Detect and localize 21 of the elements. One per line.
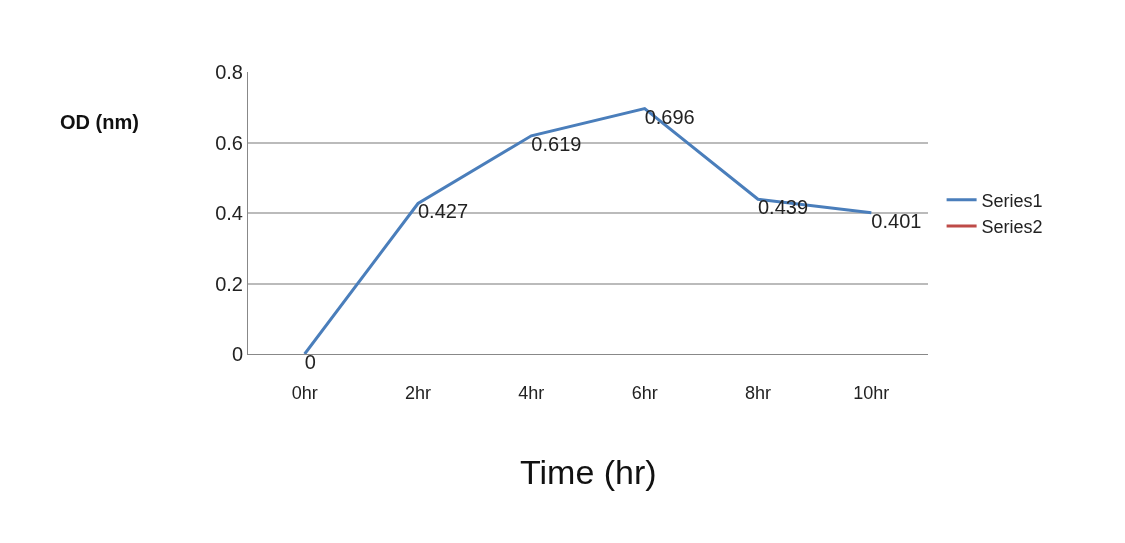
data-label: 0.401: [871, 209, 922, 232]
y-tick-label: 0: [231, 343, 243, 365]
y-axis-title: OD (nm): [60, 111, 139, 133]
y-tick-label: 0.2: [215, 272, 243, 295]
x-tick-label: 6hr: [631, 382, 658, 403]
data-label: 0.439: [758, 196, 809, 219]
y-tick-label: 0.4: [215, 202, 243, 224]
x-tick-label: 10hr: [853, 382, 890, 403]
x-tick-label: 8hr: [744, 382, 772, 403]
x-axis-title: Time (hr): [520, 453, 657, 491]
x-tick-label: 0hr: [291, 382, 318, 403]
x-tick-label: 2hr: [404, 382, 432, 403]
y-tick-label: 0.6: [215, 131, 243, 154]
legend-label: Series1: [981, 190, 1043, 211]
legend-label: Series2: [981, 217, 1043, 238]
x-tick-label: 4hr: [518, 382, 545, 403]
y-tick-label: 0.8: [215, 61, 243, 83]
data-label: 0: [304, 351, 316, 373]
line-series: [303, 107, 873, 354]
data-label: 0.427: [418, 200, 469, 223]
data-label: 0.619: [531, 132, 582, 155]
